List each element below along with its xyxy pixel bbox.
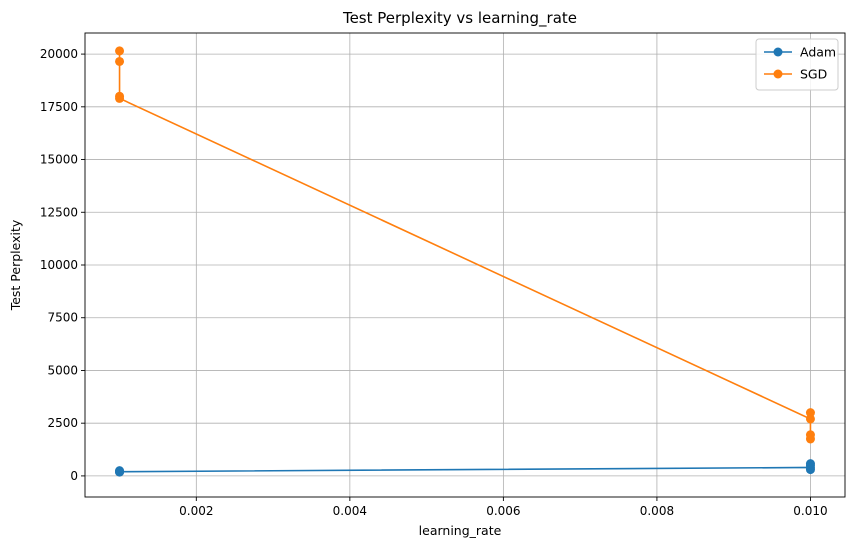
legend-marker-adam — [773, 47, 783, 57]
data-point-sgd — [115, 93, 125, 103]
x-tick-label: 0.004 — [333, 504, 367, 518]
data-point-sgd — [115, 56, 125, 66]
data-point-adam — [805, 459, 815, 469]
y-tick-label: 0 — [70, 469, 78, 483]
x-tick-label: 0.006 — [486, 504, 520, 518]
y-tick-label: 7500 — [47, 311, 78, 325]
data-point-adam — [115, 467, 125, 477]
data-point-sgd — [115, 46, 125, 56]
data-point-sgd — [805, 414, 815, 424]
y-axis-label: Test Perplexity — [8, 219, 23, 311]
x-tick-label: 0.010 — [793, 504, 827, 518]
series-layer — [115, 46, 815, 477]
grid — [85, 33, 845, 497]
legend-marker-sgd — [773, 69, 783, 79]
series-line-sgd — [118, 50, 812, 439]
y-tick-label: 20000 — [40, 47, 78, 61]
y-tick-label: 12500 — [40, 205, 78, 219]
y-tick-label: 10000 — [40, 258, 78, 272]
data-point-sgd — [805, 434, 815, 444]
y-tick-label: 15000 — [40, 153, 78, 167]
x-axis-label: learning_rate — [419, 523, 502, 538]
y-tick-label: 17500 — [40, 100, 78, 114]
legend-label-adam: Adam — [800, 45, 836, 60]
y-tick-label: 5000 — [47, 363, 78, 377]
legend-label-sgd: SGD — [800, 67, 827, 82]
data-point-sgd — [805, 408, 815, 418]
axes: 0.002 0.004 0.006 0.008 0.010 0 2500 5000 7500 10… — [40, 32, 846, 518]
legend: Adam SGD — [755, 38, 839, 91]
y-tick-label: 2500 — [47, 416, 78, 430]
chart-title: Test Perplexity vs learning_rate — [342, 9, 577, 28]
x-tick-label: 0.002 — [179, 504, 213, 518]
x-tick-label: 0.008 — [640, 504, 674, 518]
series-line-adam — [118, 463, 812, 473]
